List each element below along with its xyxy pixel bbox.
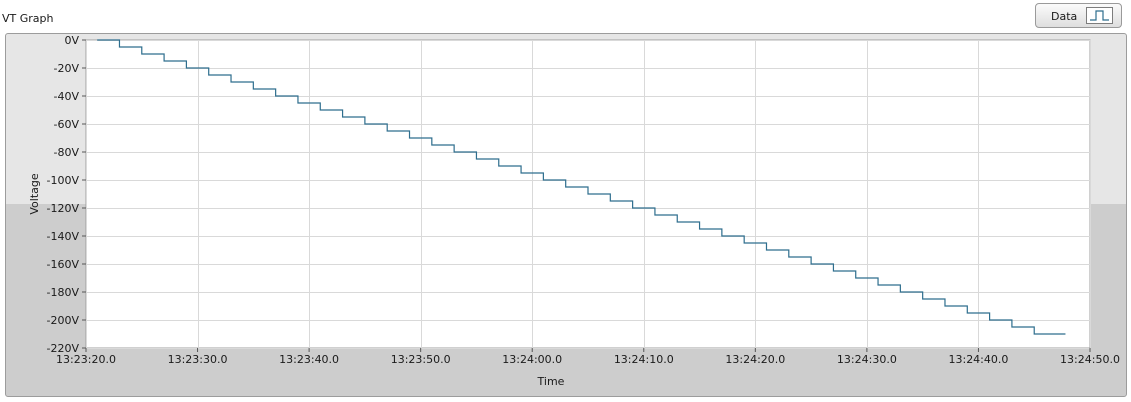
y-tick-label: 0V xyxy=(64,34,79,47)
y-tick-label: -140V xyxy=(47,230,80,243)
x-tick-label: 13:24:20.0 xyxy=(725,353,785,366)
x-tick-label: 13:24:40.0 xyxy=(948,353,1008,366)
grid-lines xyxy=(86,40,1091,349)
x-axis-ticks: 13:23:20.0 13:23:30.0 13:23:40.0 13:23:50.0… xyxy=(56,348,1120,366)
x-tick-label: 13:23:20.0 xyxy=(56,353,116,366)
y-tick-label: -20V xyxy=(54,62,80,75)
x-axis-title: Time xyxy=(537,375,565,388)
legend-label: Data xyxy=(1051,10,1078,23)
y-tick-label: -100V xyxy=(47,174,80,187)
y-tick-label: -120V xyxy=(47,202,80,215)
y-axis-title: Voltage xyxy=(28,173,41,214)
y-tick-label: -180V xyxy=(47,286,80,299)
x-tick-label: 13:24:30.0 xyxy=(837,353,897,366)
x-tick-label: 13:24:10.0 xyxy=(614,353,674,366)
step-plot-icon[interactable] xyxy=(1086,7,1113,24)
y-tick-label: -80V xyxy=(54,146,80,159)
graph-title: VT Graph xyxy=(2,12,54,25)
y-tick-label: -220V xyxy=(47,342,80,355)
y-tick-label: -160V xyxy=(47,258,80,271)
x-tick-label: 13:23:50.0 xyxy=(391,353,451,366)
plot-legend[interactable]: Data xyxy=(1035,3,1122,28)
x-tick-label: 13:23:30.0 xyxy=(168,353,228,366)
series-layer xyxy=(97,39,1066,335)
y-axis-ticks: 0V -20V -40V -60V -80V -100V -120V -140V -160V -1… xyxy=(47,34,86,355)
y-tick-label: -200V xyxy=(47,314,80,327)
x-tick-label: 13:23:40.0 xyxy=(279,353,339,366)
y-tick-label: -40V xyxy=(54,90,80,103)
x-tick-label: 13:24:00.0 xyxy=(502,353,562,366)
y-tick-label: -60V xyxy=(54,118,80,131)
x-tick-label: 13:24:50.0 xyxy=(1060,353,1120,366)
series-line-data xyxy=(97,39,1066,335)
